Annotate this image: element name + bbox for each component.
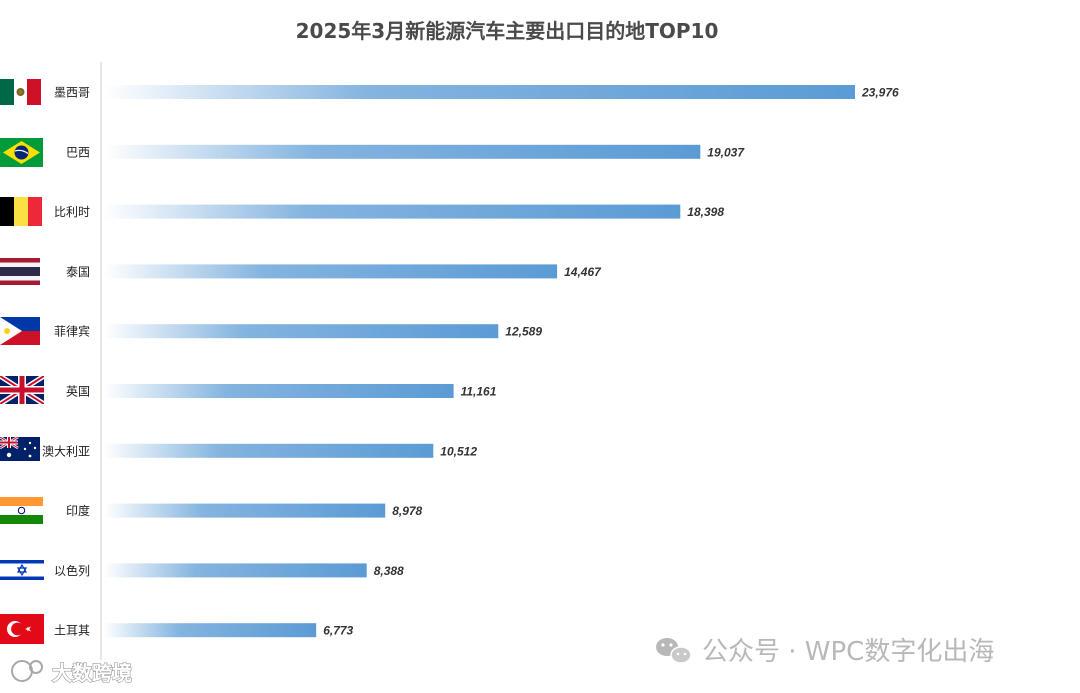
wechat-icon [656,638,692,664]
labels-layer: 23,976 墨西哥 19,037 巴西 18,398 比利时 14,467 泰国 12,589… [42,86,899,638]
value-label-0: 23,976 [861,86,899,100]
logo-watermark: 大数跨境 [11,660,133,686]
bar-7 [104,503,386,518]
watermark-left-text: 大数跨境 [52,661,132,685]
value-label-2: 18,398 [687,205,724,219]
value-label-9: 6,773 [323,624,353,638]
watermark-right-text: 公众号 · WPC数字化出海 [702,637,994,667]
chart-title: 2025年3月新能源汽车主要出口目的地TOP10 [296,19,719,43]
category-label-1: 巴西 [66,145,90,159]
category-label-9: 土耳其 [54,624,90,638]
india-flag-icon [0,497,43,524]
bar-2 [104,204,681,219]
bar-0 [104,85,855,99]
brazil-flag-icon [0,138,43,167]
bar-4 [104,324,499,339]
philippines-flag-icon [0,317,40,345]
turkey-flag-icon [0,614,44,644]
category-label-3: 泰国 [66,265,90,279]
category-label-7: 印度 [66,503,90,518]
value-label-3: 14,467 [564,265,602,279]
value-label-7: 8,978 [392,504,422,518]
category-label-2: 比利时 [54,205,90,219]
belgium-flag-icon [0,197,42,226]
value-label-4: 12,589 [505,325,542,339]
category-label-8: 以色列 [54,564,90,578]
bar-6 [104,443,434,458]
bar-5 [104,384,454,398]
bar-9 [104,623,317,638]
australia-flag-icon [0,437,40,461]
category-label-4: 菲律宾 [54,324,90,339]
value-label-8: 8,388 [374,564,404,578]
value-label-6: 10,512 [440,444,477,458]
wechat-watermark: 公众号 · WPC数字化出海 [656,637,994,667]
value-label-1: 19,037 [707,145,745,159]
israel-flag-icon [0,557,44,583]
uk-flag-icon [0,376,44,404]
mexico-flag-icon [0,79,41,105]
category-label-0: 墨西哥 [54,86,90,100]
bars-layer [104,85,855,638]
bar-3 [104,264,558,279]
value-label-5: 11,161 [461,385,497,399]
thailand-flag-icon [0,258,40,285]
category-label-6: 澳大利亚 [42,444,90,458]
bar-1 [104,144,701,159]
logo-icon [11,660,43,682]
category-label-5: 英国 [66,385,90,399]
bar-8 [104,563,367,578]
